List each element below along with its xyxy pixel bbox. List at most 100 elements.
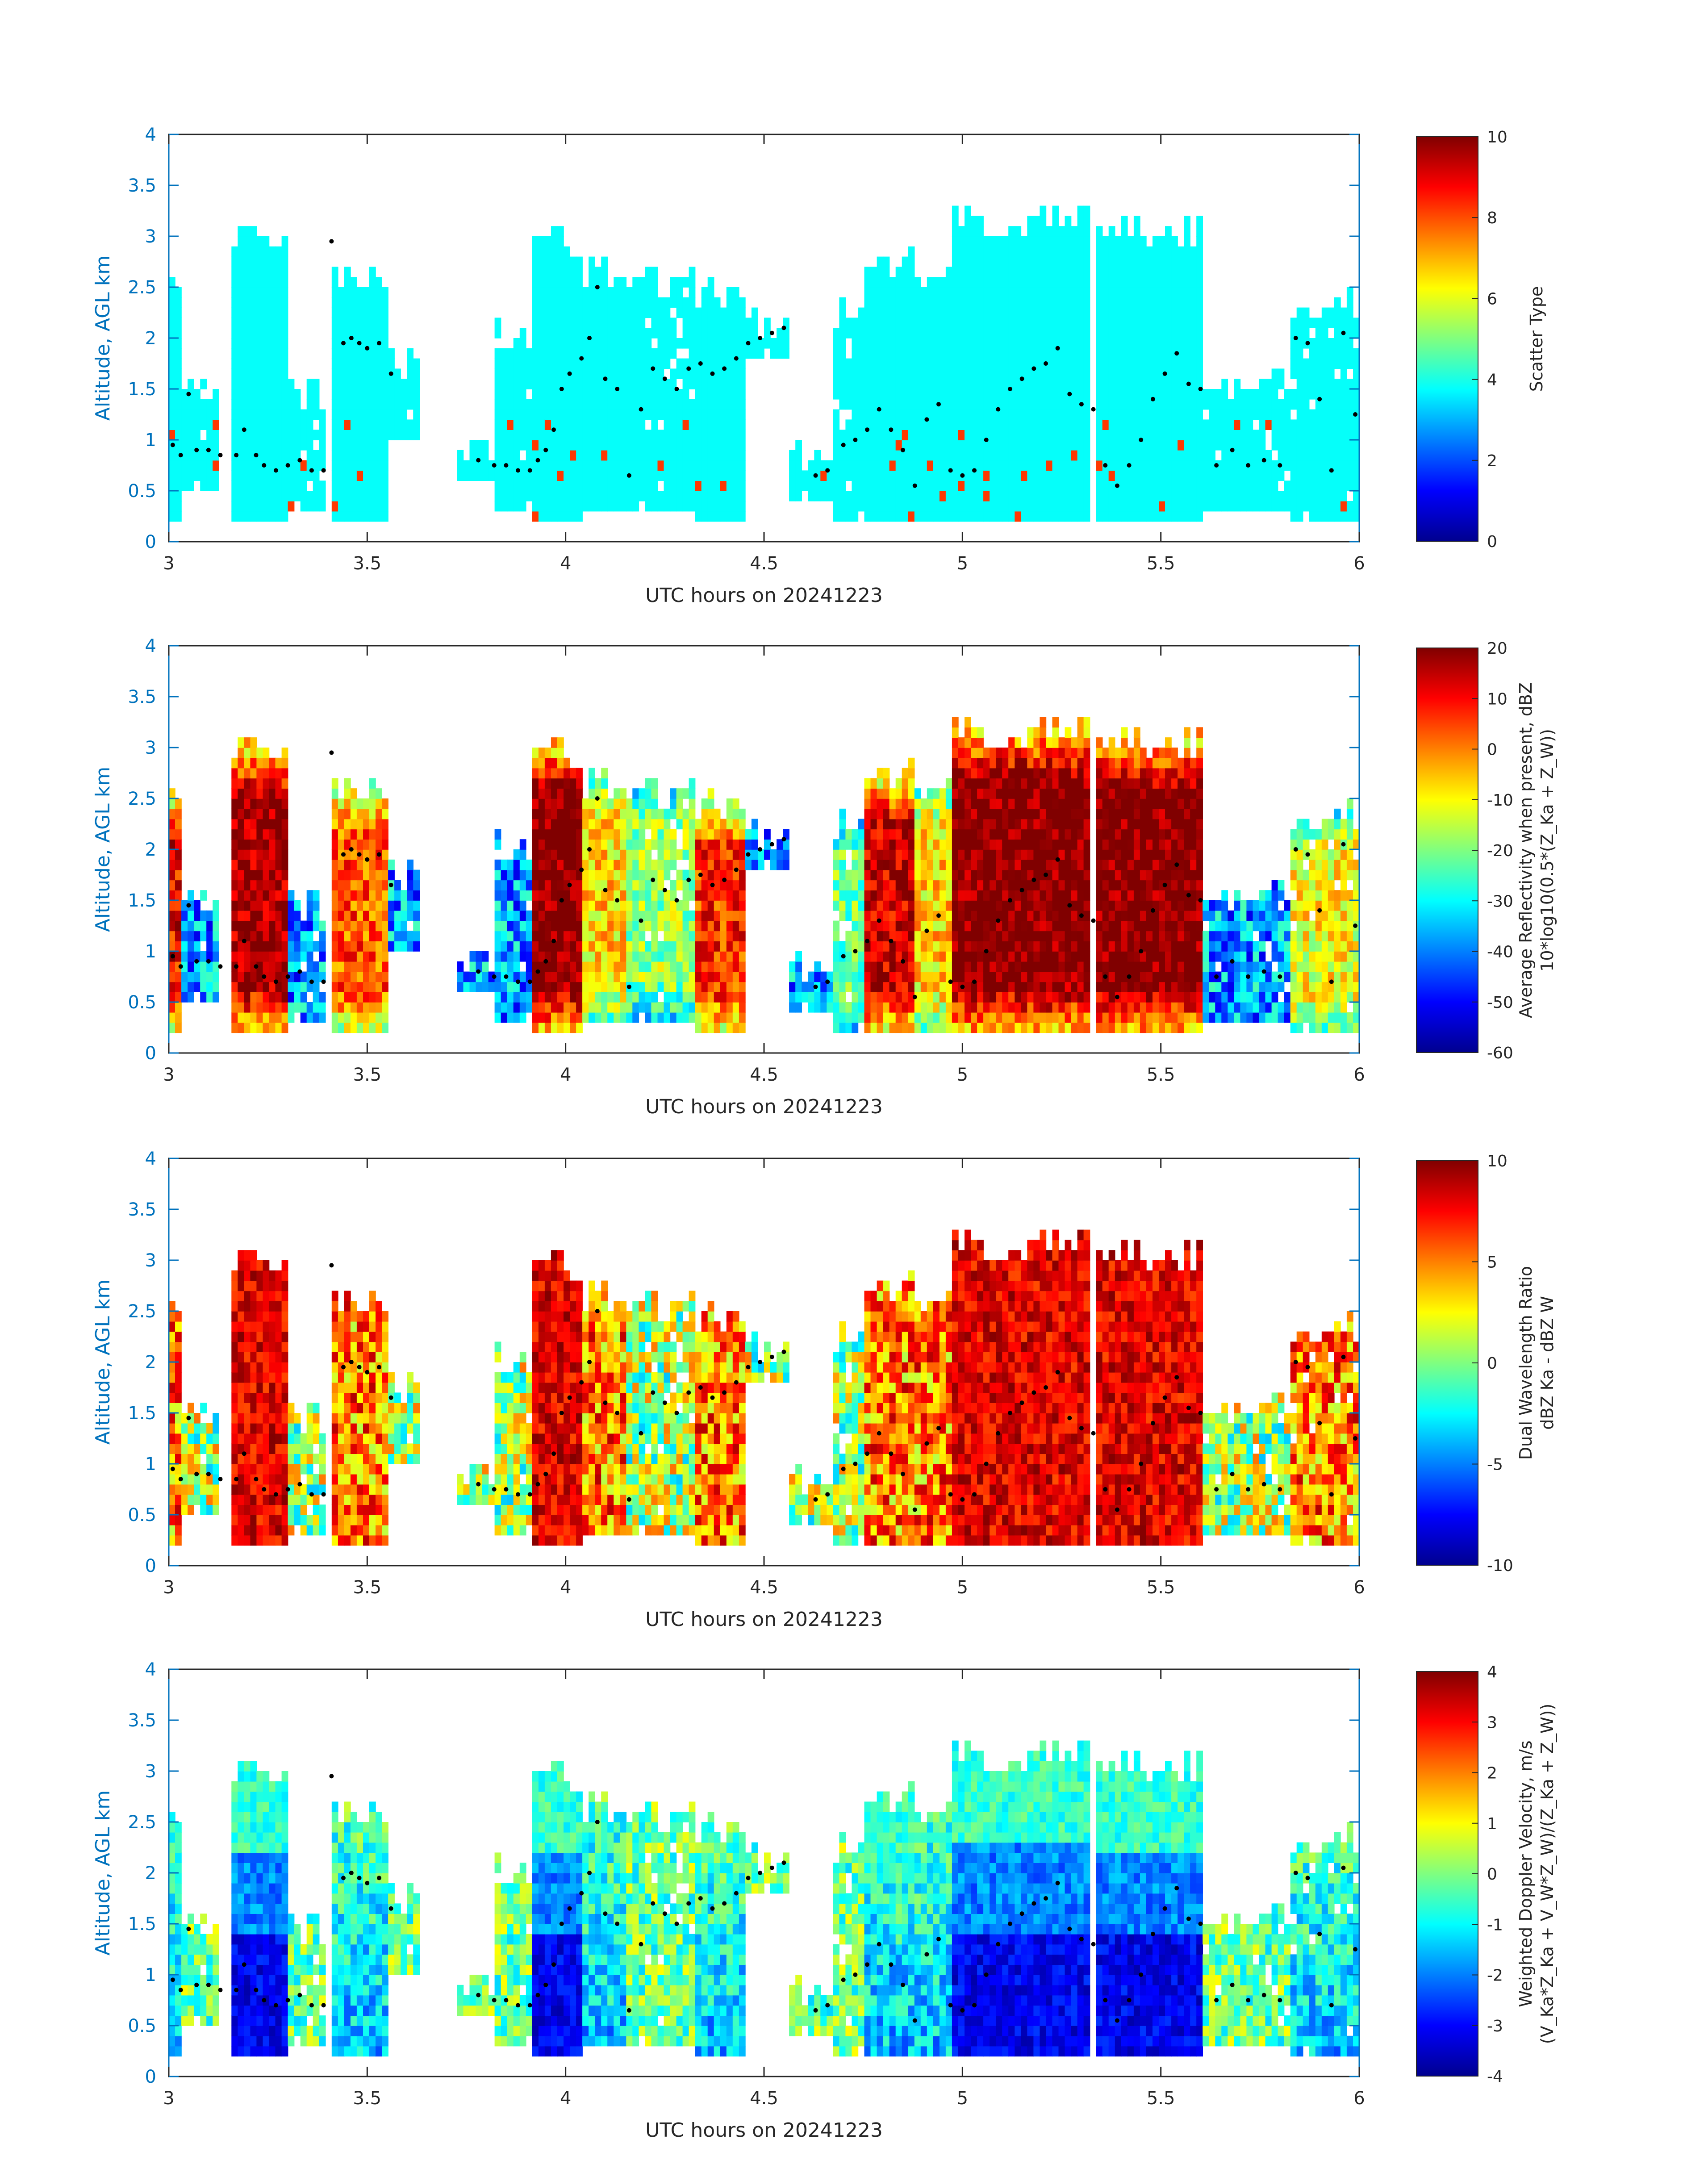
heatmap-cell <box>726 511 733 522</box>
black-dot-marker <box>254 453 259 458</box>
heatmap-cell <box>626 358 633 369</box>
heatmap-cell <box>244 1012 251 1023</box>
heatmap-cell <box>344 470 351 481</box>
heatmap-cell <box>175 920 182 932</box>
heatmap-cell <box>532 389 539 400</box>
heatmap-cell <box>958 440 965 451</box>
heatmap-cell <box>1065 501 1072 512</box>
heatmap-cell <box>331 982 338 992</box>
heatmap-cell <box>589 920 595 932</box>
heatmap-cell <box>532 277 539 288</box>
heatmap-cell <box>1115 277 1122 288</box>
heatmap-cell <box>1040 318 1047 328</box>
heatmap-cell <box>1353 368 1360 379</box>
heatmap-cell <box>1334 348 1341 359</box>
heatmap-cell <box>544 880 551 890</box>
heatmap-cell <box>945 399 952 410</box>
heatmap-cell <box>726 481 733 491</box>
heatmap-cell <box>281 788 288 799</box>
heatmap-cell <box>507 389 514 400</box>
heatmap-cell <box>651 399 658 410</box>
heatmap-cell <box>1027 409 1034 420</box>
heatmap-cell <box>532 778 539 789</box>
heatmap-cell <box>1127 389 1134 400</box>
heatmap-cell <box>1052 216 1059 226</box>
heatmap-cell <box>626 849 633 860</box>
heatmap-cell <box>1340 389 1347 400</box>
heatmap-cell <box>1021 440 1028 451</box>
heatmap-cell <box>1278 399 1285 410</box>
heatmap-cell <box>494 348 501 359</box>
heatmap-cell <box>1309 481 1316 491</box>
heatmap-cell <box>632 1012 639 1023</box>
heatmap-cell <box>614 1012 620 1023</box>
heatmap-cell <box>1215 501 1222 512</box>
heatmap-cell <box>1340 348 1347 359</box>
black-dot-marker <box>996 407 1001 412</box>
heatmap-cell <box>1290 328 1297 338</box>
heatmap-cell <box>720 491 727 501</box>
heatmap-cell <box>338 409 345 420</box>
heatmap-cell <box>1058 236 1065 247</box>
heatmap-cell <box>269 900 276 911</box>
heatmap-cell <box>927 491 934 501</box>
heatmap-cell <box>169 379 175 389</box>
heatmap-cell <box>852 328 859 338</box>
heatmap-cell <box>576 318 583 328</box>
heatmap-cell <box>557 941 564 952</box>
heatmap-cell <box>1209 491 1215 501</box>
heatmap-cell <box>1171 450 1178 461</box>
heatmap-cell <box>927 358 934 369</box>
heatmap-cell <box>1178 287 1184 298</box>
heatmap-cell <box>977 501 984 512</box>
heatmap-cell <box>313 941 320 952</box>
heatmap-cell <box>614 1002 620 1013</box>
heatmap-cell <box>1071 277 1078 288</box>
heatmap-cell <box>244 481 251 491</box>
heatmap-cell <box>983 328 990 338</box>
heatmap-cell <box>1140 419 1147 430</box>
heatmap-cell <box>945 338 952 349</box>
heatmap-cell <box>350 368 357 379</box>
heatmap-cell <box>538 757 545 769</box>
heatmap-cell <box>582 869 589 881</box>
heatmap-cell <box>250 808 257 819</box>
heatmap-cell <box>269 348 276 359</box>
heatmap-cell <box>1127 368 1134 379</box>
heatmap-cell <box>1033 470 1040 481</box>
heatmap-cell <box>1146 460 1153 471</box>
heatmap-cell <box>576 819 583 830</box>
heatmap-cell <box>945 328 952 338</box>
heatmap-cell <box>275 358 282 369</box>
heatmap-cell <box>557 277 564 288</box>
heatmap-cell <box>607 982 614 992</box>
heatmap-cell <box>1328 379 1335 389</box>
heatmap-cell <box>958 491 965 501</box>
heatmap-cell <box>369 450 376 461</box>
heatmap-cell <box>1102 440 1109 451</box>
black-dot-marker <box>1008 387 1012 391</box>
heatmap-cell <box>965 205 971 217</box>
heatmap-cell <box>645 440 652 451</box>
heatmap-cell <box>376 900 382 911</box>
heatmap-cell <box>1140 460 1147 471</box>
heatmap-cell <box>839 481 846 491</box>
heatmap-cell <box>1178 267 1184 277</box>
heatmap-cell <box>300 971 307 982</box>
heatmap-cell <box>1290 430 1297 440</box>
heatmap-cell <box>626 440 633 451</box>
heatmap-cell <box>532 880 539 890</box>
heatmap-cell <box>1271 501 1278 512</box>
heatmap-cell <box>363 931 370 941</box>
heatmap-cell <box>275 389 282 400</box>
heatmap-cell <box>1108 318 1115 328</box>
heatmap-cell <box>1040 389 1047 400</box>
heatmap-cell <box>1353 318 1360 328</box>
heatmap-cell <box>1165 460 1172 471</box>
heatmap-cell <box>175 287 182 298</box>
heatmap-cell <box>614 808 620 819</box>
heatmap-cell <box>1115 379 1122 389</box>
heatmap-cell <box>1046 287 1053 298</box>
heatmap-cell <box>707 277 714 288</box>
heatmap-cell <box>238 379 245 389</box>
